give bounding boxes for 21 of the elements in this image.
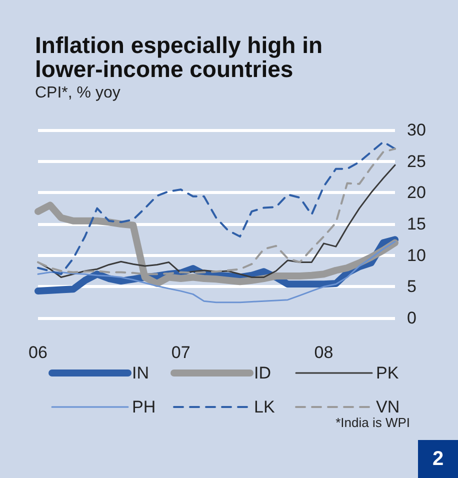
text: 2 bbox=[432, 448, 444, 470]
y-tick-label: 25 bbox=[407, 152, 426, 171]
y-tick-label: 10 bbox=[407, 246, 426, 265]
x-tick-label: 07 bbox=[171, 343, 190, 362]
y-tick-label: 0 bbox=[407, 308, 416, 328]
x-tick-label: 08 bbox=[314, 343, 334, 362]
y-tick-label: 30 bbox=[407, 120, 426, 140]
line-series bbox=[37, 240, 396, 304]
legend-label: PK bbox=[376, 364, 400, 382]
text: *India is WPI bbox=[336, 415, 410, 430]
chart-title: Inflation especially high in lower-income countries bbox=[35, 32, 329, 82]
x-tick-label: 06 bbox=[28, 343, 48, 362]
legend-label: PH bbox=[132, 398, 156, 416]
y-tick-label: 15 bbox=[407, 214, 426, 234]
y-tick-label: 5 bbox=[407, 277, 416, 296]
y-tick-label: 20 bbox=[407, 183, 426, 202]
legend-label: ID bbox=[254, 364, 271, 382]
legend-label: IN bbox=[132, 364, 149, 382]
chart-subtitle: CPI*, % yoy bbox=[35, 84, 120, 102]
legend-label: VN bbox=[376, 398, 400, 416]
legend-label: LK bbox=[254, 398, 276, 416]
